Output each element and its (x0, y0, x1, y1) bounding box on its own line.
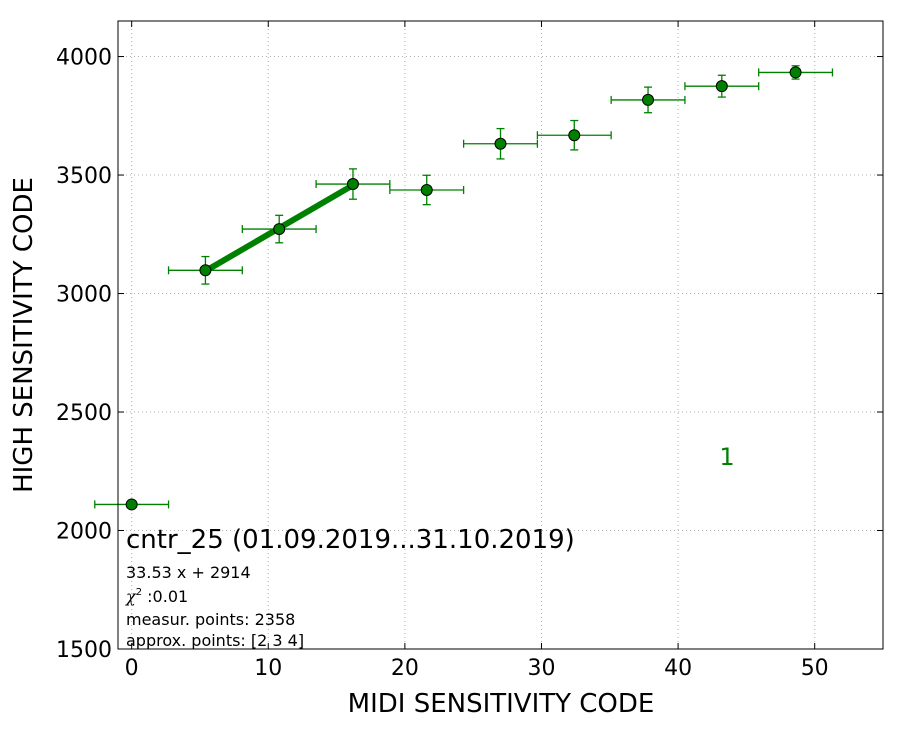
y-tick-label: 1500 (56, 638, 112, 663)
y-tick-label: 2000 (56, 520, 112, 545)
annotation-equation: 33.53 x + 2914 (126, 563, 251, 582)
x-tick-label: 10 (254, 656, 282, 681)
data-point (715, 80, 728, 93)
y-tick-label: 3000 (56, 283, 112, 308)
data-point (420, 183, 433, 196)
annotation-chi: χ2 :0.01 (125, 587, 188, 606)
data-point (568, 129, 581, 142)
x-tick-label: 0 (125, 656, 139, 681)
grid (118, 21, 883, 649)
x-tick-label: 40 (664, 656, 692, 681)
data-point (494, 137, 507, 150)
y-axis-label: HIGH SENSITIVITY CODE (9, 177, 39, 493)
data-point (125, 498, 138, 511)
data-point (346, 178, 359, 191)
data-point (273, 223, 286, 236)
annotation-number: 1 (719, 443, 734, 471)
plot-frame (117, 20, 884, 650)
annotation-title: cntr_25 (01.09.2019...31.10.2019) (126, 525, 575, 555)
annotation-measur-points: measur. points: 2358 (126, 610, 295, 629)
y-tick-label: 3500 (56, 164, 112, 189)
x-tick-label: 50 (801, 656, 829, 681)
y-tick-label: 4000 (56, 46, 112, 71)
x-tick-label: 20 (391, 656, 419, 681)
chi-value: :0.01 (142, 587, 188, 606)
plot-area (118, 21, 883, 649)
data-point (789, 66, 802, 79)
chi-exponent: 2 (136, 587, 142, 598)
markers (125, 66, 802, 511)
x-tick-label: 30 (527, 656, 555, 681)
data-point (199, 264, 212, 277)
x-axis-label: MIDI SENSITIVITY CODE (348, 689, 655, 719)
data-point (642, 93, 655, 106)
annotation-approx-points: approx. points: [2 3 4] (126, 631, 304, 650)
chi-symbol: χ (125, 587, 137, 606)
ticks: 0 10 20 30 40 50 1500 2000 2500 3000 3500 4000 (56, 21, 883, 681)
y-tick-label: 2500 (56, 401, 112, 426)
